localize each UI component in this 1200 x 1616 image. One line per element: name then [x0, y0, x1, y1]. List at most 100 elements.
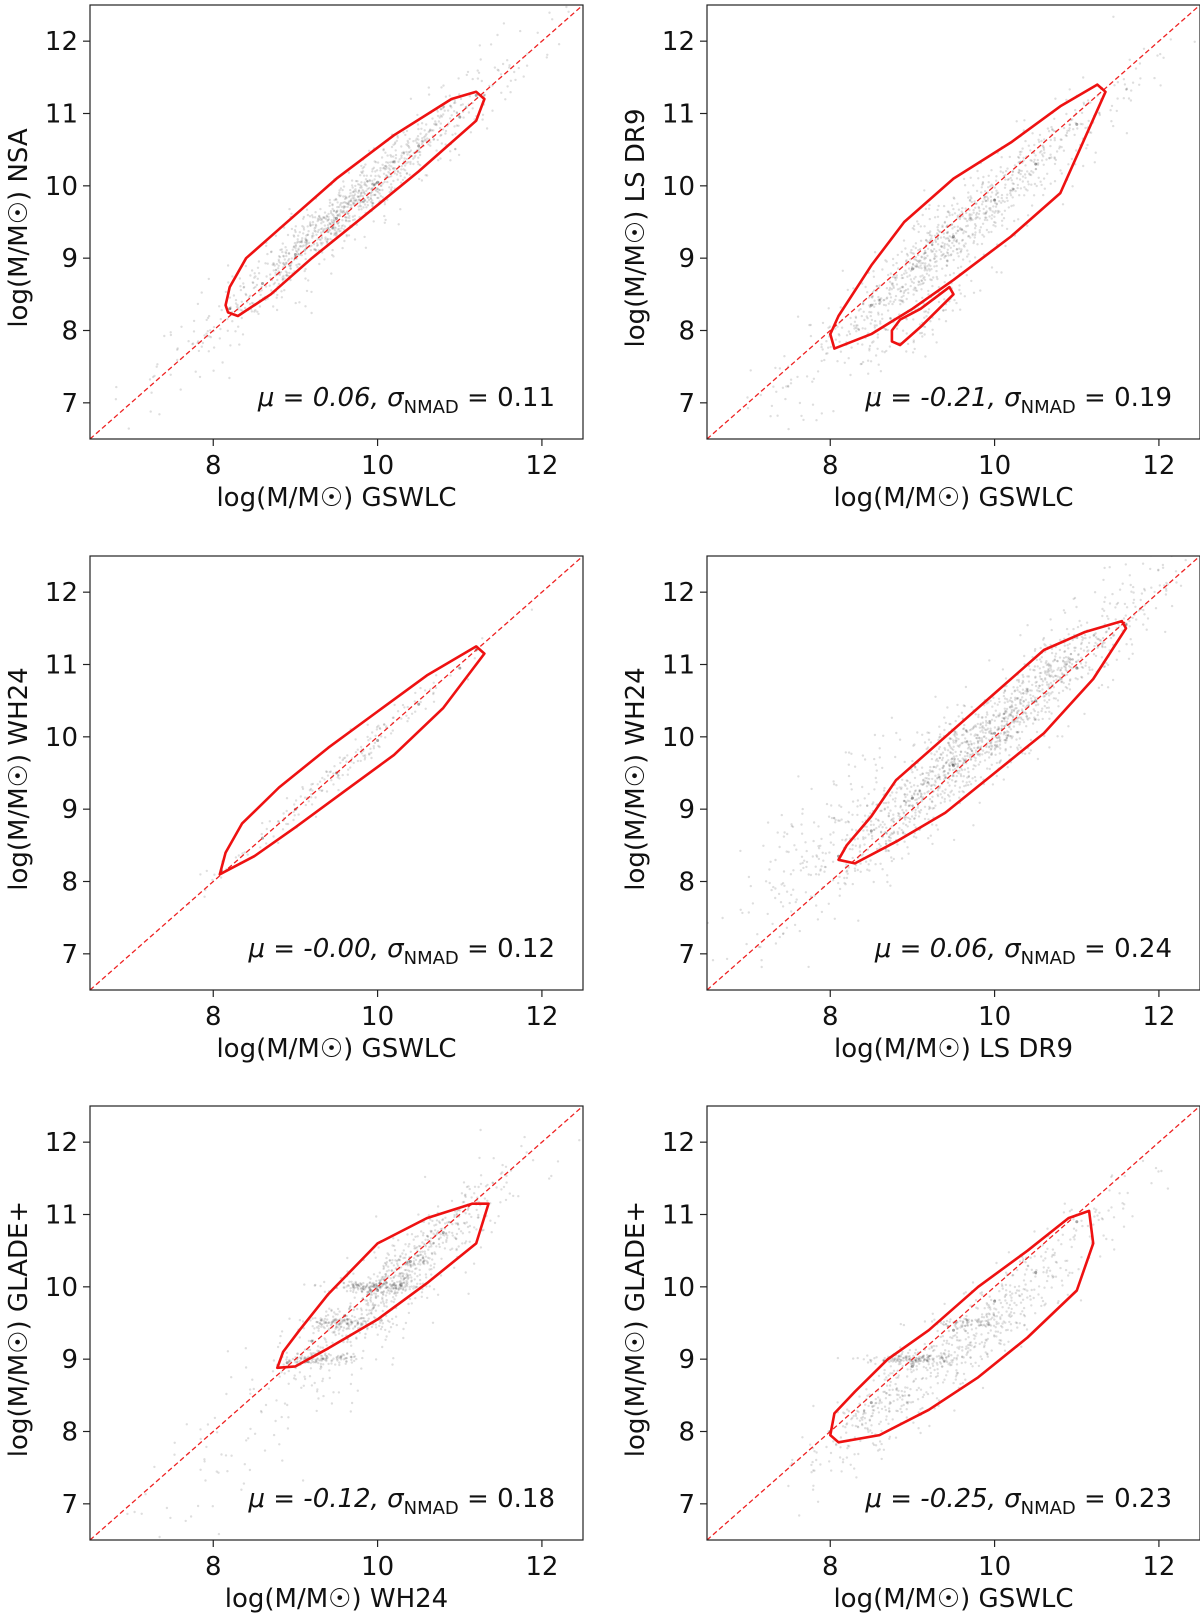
scatter-point [1003, 689, 1007, 692]
scatter-point [285, 261, 288, 264]
scatter-point [988, 730, 991, 733]
scatter-point [378, 188, 382, 192]
scatter-point [927, 207, 931, 210]
scatter-point [805, 849, 808, 853]
scatter-point [115, 385, 118, 389]
scatter-point [901, 808, 904, 812]
scatter-point [398, 1285, 401, 1288]
scatter-point [357, 208, 361, 211]
scatter-point [929, 806, 932, 810]
scatter-point [796, 315, 800, 318]
scatter-point [414, 1247, 417, 1250]
scatter-point [968, 753, 972, 756]
scatter-point [354, 190, 358, 193]
scatter-point [431, 1252, 434, 1256]
scatter-point [838, 340, 841, 343]
scatter-point [1106, 686, 1110, 689]
scatter-point [1004, 731, 1007, 734]
scatter-point [285, 1358, 288, 1361]
scatter-point [345, 1327, 348, 1331]
scatter-point [1005, 196, 1008, 200]
scatter-point [410, 1276, 413, 1279]
scatter-point [995, 203, 998, 206]
scatter-point [1102, 578, 1105, 582]
scatter-point [209, 329, 212, 332]
scatter-point [1030, 170, 1033, 173]
scatter-point [1093, 644, 1096, 648]
scatter-point [1143, 587, 1146, 591]
scatter-point [946, 741, 950, 745]
scatter-point [926, 231, 929, 235]
scatter-point [379, 166, 382, 170]
scatter-point [383, 1304, 386, 1308]
scatter-point [881, 820, 884, 824]
scatter-point [346, 1338, 350, 1341]
scatter-point [830, 804, 833, 807]
scatter-point [427, 143, 430, 146]
scatter-point [371, 731, 374, 734]
scatter-point [434, 123, 437, 126]
scatter-point [963, 723, 966, 727]
scatter-point [478, 44, 481, 47]
scatter-point [400, 1284, 403, 1288]
scatter-point [509, 91, 512, 94]
scatter-point [429, 1229, 432, 1233]
scatter-point [993, 198, 996, 201]
scatter-point [986, 713, 989, 716]
scatter-point [268, 820, 271, 823]
scatter-point [973, 200, 976, 203]
scatter-point [838, 334, 841, 337]
scatter-point [416, 1235, 419, 1238]
scatter-point [808, 323, 811, 327]
scatter-point [947, 238, 950, 241]
scatter-point [365, 184, 368, 188]
scatter-point [213, 873, 216, 876]
scatter-point [422, 1261, 425, 1264]
scatter-point [890, 832, 893, 835]
scatter-point [416, 1275, 419, 1278]
scatter-point [462, 1200, 466, 1204]
scatter-point [312, 248, 316, 251]
scatter-point [314, 248, 317, 251]
scatter-point [283, 258, 286, 261]
scatter-point [403, 1277, 406, 1280]
scatter-point [1067, 163, 1070, 166]
scatter-point [977, 207, 981, 210]
scatter-point [277, 282, 281, 286]
scatter-point [398, 1283, 401, 1287]
scatter-point [953, 735, 957, 738]
scatter-point [921, 296, 924, 299]
scatter-point [783, 355, 786, 358]
scatter-point [365, 1313, 369, 1317]
scatter-point [1047, 683, 1051, 686]
scatter-point [1118, 650, 1121, 653]
scatter-point [805, 860, 809, 864]
scatter-point [287, 257, 291, 261]
scatter-point [871, 803, 874, 806]
scatter-point [380, 1319, 383, 1322]
scatter-point [944, 776, 947, 779]
scatter-point [878, 756, 881, 759]
scatter-point [12, 498, 14, 500]
scatter-point [382, 1293, 385, 1297]
scatter-point [933, 753, 936, 756]
density-contour [224, 90, 486, 318]
scatter-point [416, 113, 419, 117]
scatter-point [967, 775, 970, 779]
scatter-point [952, 741, 955, 744]
scatter-point [1105, 662, 1108, 665]
scatter-point [309, 1361, 312, 1365]
scatter-point [998, 714, 1001, 717]
scatter-point [492, 1157, 495, 1160]
scatter-point [975, 736, 978, 740]
scatter-point [924, 310, 928, 313]
scatter-point [1017, 680, 1021, 683]
scatter-point [333, 221, 336, 224]
scatter-point [900, 276, 904, 280]
scatter-point [926, 240, 929, 243]
scatter-point [974, 206, 977, 209]
scatter-point [869, 812, 872, 815]
scatter-point [253, 276, 256, 279]
scatter-point [1016, 731, 1019, 734]
scatter-point [1067, 725, 1070, 728]
